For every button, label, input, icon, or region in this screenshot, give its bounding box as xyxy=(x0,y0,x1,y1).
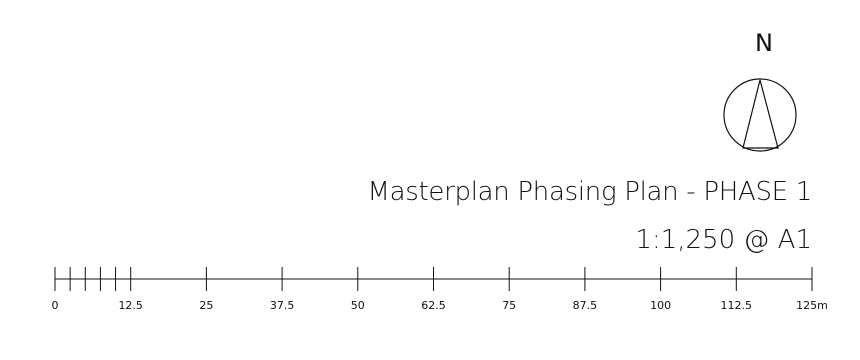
plan-title: Masterplan Phasing Plan - PHASE 1 xyxy=(367,177,813,207)
scale-label: 62.5 xyxy=(421,299,446,312)
scale-label: 37.5 xyxy=(270,299,295,312)
plan-scale: 1:1,250 @ A1 xyxy=(635,225,812,255)
scale-label: 112.5 xyxy=(721,299,753,312)
scale-label: 75 xyxy=(502,299,516,312)
scale-labels: 0 12.5 25 37.5 50 62.5 75 87.5 100 112.5 125m xyxy=(52,299,828,312)
scale-label: 25 xyxy=(199,299,213,312)
north-letter: N xyxy=(755,29,773,57)
scale-label: 125m xyxy=(796,299,828,312)
north-arrow-icon xyxy=(723,78,797,152)
north-arrow-circle xyxy=(723,78,797,152)
scale-label: 100 xyxy=(650,299,671,312)
north-arrow-triangle xyxy=(742,79,779,149)
scale-label: 50 xyxy=(351,299,365,312)
scale-ticks xyxy=(54,267,813,291)
scale-label: 87.5 xyxy=(573,299,598,312)
scale-bar: 0 12.5 25 37.5 50 62.5 75 87.5 100 112.5 125m xyxy=(52,267,828,312)
scale-label: 0 xyxy=(52,299,59,312)
scale-label: 12.5 xyxy=(118,299,143,312)
